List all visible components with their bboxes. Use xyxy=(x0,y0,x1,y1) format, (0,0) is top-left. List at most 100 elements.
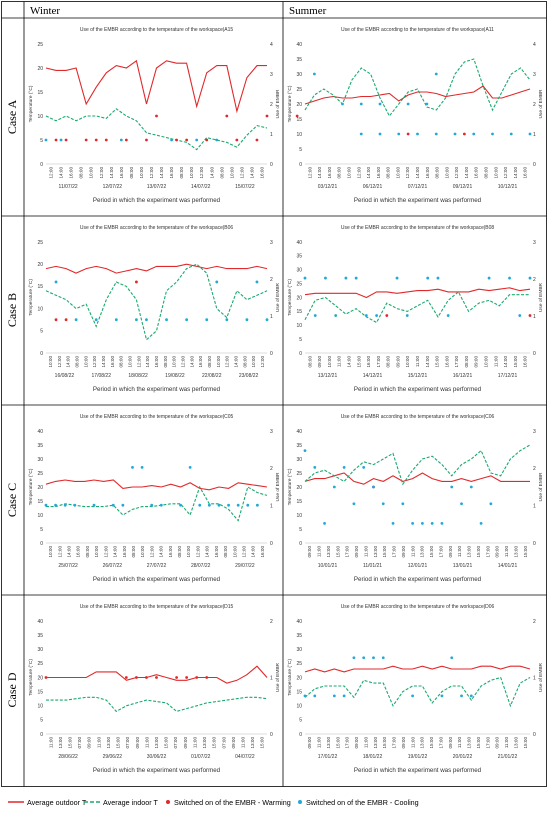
cooling-marker xyxy=(434,72,438,76)
x-tick-label: 16:00 xyxy=(376,167,381,179)
x-tick-label: 13:00 xyxy=(420,546,425,558)
y-tick-label: 5 xyxy=(299,718,302,724)
y-tick-label: 40 xyxy=(37,429,43,435)
y-tick-label: 30 xyxy=(296,72,302,78)
indoor-temp-line xyxy=(46,485,268,522)
x-tick-label: 10:00 xyxy=(216,356,221,368)
cooling-marker xyxy=(145,318,148,322)
x-tick-label: 08:00 xyxy=(85,546,90,558)
y-tick-label: 15 xyxy=(37,284,43,290)
x-tick-label: 14:00 xyxy=(366,167,371,179)
date-label: 18/08/22 xyxy=(128,373,148,379)
cooling-marker xyxy=(312,72,316,76)
row-label-case-d: Case D xyxy=(5,672,19,707)
warming-marker xyxy=(145,138,148,142)
x-tick-label: 11:00 xyxy=(317,546,322,558)
y-tick-label: 10 xyxy=(37,114,43,120)
date-label: 03/12/21 xyxy=(318,184,338,190)
cooling-marker xyxy=(121,503,125,507)
x-tick-label: 14:00 xyxy=(464,167,469,179)
y-axis-label: Temperature (°C) xyxy=(28,659,34,696)
x-tick-label: 10:00 xyxy=(48,356,53,368)
x-tick-label: 08:00 xyxy=(163,356,168,368)
x-tick-label: 11:00 xyxy=(410,546,415,558)
x-tick-label: 14:00 xyxy=(209,167,214,179)
y-tick-label: 35 xyxy=(37,633,43,639)
warming-marker xyxy=(155,676,158,679)
x-tick-label: 10:00 xyxy=(483,356,488,368)
y-tick-label: 40 xyxy=(296,429,302,435)
y-tick-label: 0 xyxy=(299,351,302,357)
x-tick-label: 11:00 xyxy=(415,356,420,368)
cooling-marker xyxy=(323,522,326,525)
cooling-marker xyxy=(92,503,96,507)
x-tick-label: 10:00 xyxy=(127,356,132,368)
x-tick-label: 11:00 xyxy=(192,737,197,749)
x-axis-label: Period in which the experiment was perfo… xyxy=(93,197,221,204)
y2-tick-label: 0 xyxy=(270,351,273,357)
warming-marker xyxy=(124,138,128,142)
x-tick-label: 08:00 xyxy=(219,167,224,179)
x-tick-label: 17:00 xyxy=(438,546,443,558)
x-tick-label: 09:00 xyxy=(401,546,406,558)
indoor-temp-line xyxy=(304,291,530,324)
y2-tick-label: 0 xyxy=(533,732,536,738)
x-tick-label: 07:00 xyxy=(173,737,178,749)
cooling-marker xyxy=(44,503,48,507)
y-axis-label: Temperature (°C) xyxy=(28,279,34,316)
x-tick-label: 11:00 xyxy=(317,737,322,749)
cooling-marker xyxy=(416,132,419,136)
cooling-marker xyxy=(313,466,317,469)
x-tick-label: 10:00 xyxy=(229,167,234,179)
warming-marker xyxy=(255,138,259,142)
cooling-marker xyxy=(378,102,382,106)
cooling-marker xyxy=(359,132,363,136)
y-tick-label: 25 xyxy=(296,661,302,667)
chart-title: Use of the EMBR according to the tempera… xyxy=(80,225,234,231)
y-tick-label: 40 xyxy=(37,619,43,625)
y-tick-label: 30 xyxy=(296,457,302,463)
y2-tick-label: 0 xyxy=(533,541,536,547)
x-tick-label: 16:00 xyxy=(259,167,264,179)
chart-title: Use of the EMBR according to the tempera… xyxy=(80,604,234,610)
cooling-marker xyxy=(362,656,366,660)
x-axis-label: Period in which the experiment was perfo… xyxy=(354,576,482,583)
y-tick-label: 25 xyxy=(37,240,43,246)
cooling-marker xyxy=(450,656,454,660)
warming-marker xyxy=(205,138,209,142)
x-tick-label: 16:00 xyxy=(168,546,173,558)
date-label: 14/12/21 xyxy=(363,373,383,379)
cooling-marker xyxy=(446,314,450,317)
date-label: 22/08/22 xyxy=(202,373,222,379)
date-label: 14/07/22 xyxy=(191,184,211,190)
x-tick-label: 10:00 xyxy=(347,167,352,179)
y-tick-label: 0 xyxy=(40,351,43,357)
y2-axis-label: Use of EMBR xyxy=(538,472,544,502)
cooling-marker xyxy=(63,503,67,507)
warming-marker xyxy=(265,114,269,118)
y-tick-label: 30 xyxy=(296,268,302,274)
cooling-marker xyxy=(159,503,163,507)
cooling-marker xyxy=(434,132,438,136)
cooling-marker xyxy=(94,318,98,322)
x-tick-label: 08:00 xyxy=(119,356,124,368)
x-axis-label: Period in which the experiment was perfo… xyxy=(93,576,221,583)
x-tick-label: 14:00 xyxy=(159,546,164,558)
cooling-marker xyxy=(397,132,401,136)
y2-tick-label: 1 xyxy=(533,132,536,138)
y-axis-label: Temperature (°C) xyxy=(28,468,34,505)
x-tick-label: 12:00 xyxy=(199,167,204,179)
cooling-marker xyxy=(411,522,415,525)
cooling-marker xyxy=(215,280,219,284)
cooling-marker xyxy=(460,694,463,698)
cooling-marker xyxy=(372,485,375,489)
x-tick-label: 14:00 xyxy=(249,167,254,179)
cooling-marker xyxy=(44,138,48,142)
cooling-marker xyxy=(114,318,118,322)
cooling-marker xyxy=(440,522,444,525)
x-tick-label: 17:00 xyxy=(345,546,350,558)
x-tick-label: 12:00 xyxy=(57,356,62,368)
legend-cooling-marker xyxy=(298,800,302,804)
y2-axis-label: Use of EMBR xyxy=(275,89,281,119)
legend: Average outdoor T Average indoor T Switc… xyxy=(8,798,419,807)
